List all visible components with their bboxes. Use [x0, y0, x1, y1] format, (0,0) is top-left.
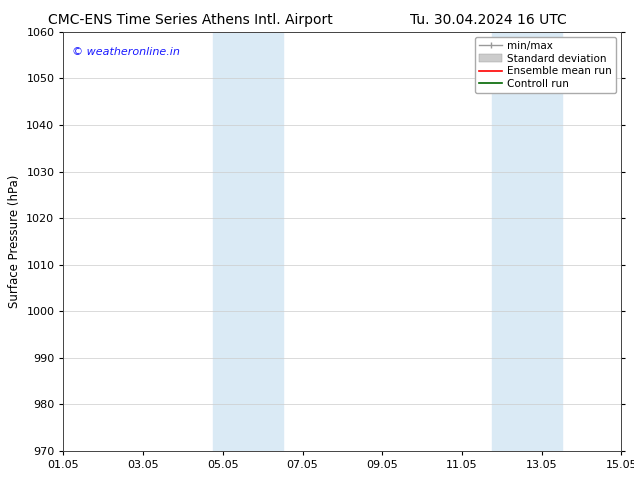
Bar: [213, 32, 283, 451]
Bar: [492, 32, 562, 451]
Text: © weatheronline.in: © weatheronline.in: [72, 47, 179, 56]
Legend: min/max, Standard deviation, Ensemble mean run, Controll run: min/max, Standard deviation, Ensemble me…: [475, 37, 616, 93]
Text: Tu. 30.04.2024 16 UTC: Tu. 30.04.2024 16 UTC: [410, 13, 567, 27]
Y-axis label: Surface Pressure (hPa): Surface Pressure (hPa): [8, 174, 21, 308]
Text: CMC-ENS Time Series Athens Intl. Airport: CMC-ENS Time Series Athens Intl. Airport: [48, 13, 333, 27]
